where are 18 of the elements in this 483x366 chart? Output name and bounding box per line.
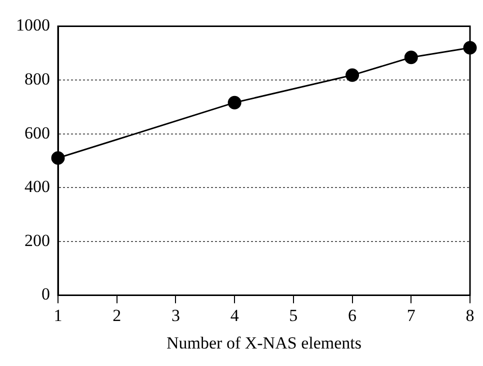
point [228, 96, 242, 110]
y-tick-label: 800 [24, 69, 50, 88]
x-tick-label: 8 [466, 306, 474, 325]
y-tick-label: 1000 [16, 16, 50, 35]
x-tick-label: 6 [348, 306, 357, 325]
x-tick-label: 3 [171, 306, 180, 325]
y-tick-label: 0 [42, 284, 50, 304]
x-axis-title: Number of X-NAS elements [166, 333, 362, 352]
x-tick-label: 2 [112, 306, 122, 325]
y-tick-label: 400 [24, 177, 50, 196]
y-tick-label: 600 [24, 123, 50, 142]
y-tick-label: 200 [24, 230, 50, 250]
x-tick-label: 1 [54, 306, 62, 325]
x-tick-label: 5 [289, 306, 298, 325]
x-tick-label: 7 [406, 306, 416, 325]
point [404, 50, 418, 64]
point [346, 68, 360, 82]
x-tick-label: 4 [230, 306, 240, 325]
